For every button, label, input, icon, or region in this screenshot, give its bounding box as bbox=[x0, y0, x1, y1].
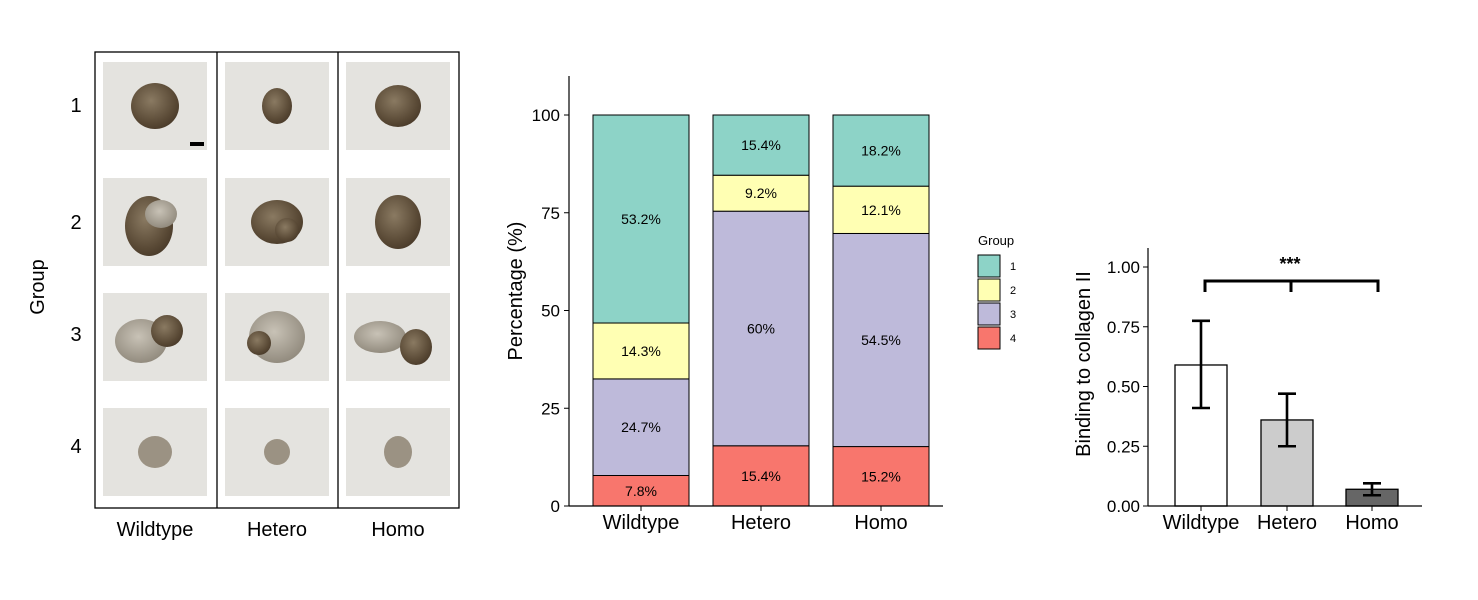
stacked-bar-segment bbox=[712, 445, 810, 507]
stacked-bar-segment bbox=[832, 185, 930, 234]
spheroid bbox=[375, 85, 421, 127]
spheroid bbox=[131, 83, 179, 129]
y-tick-label: 75 bbox=[541, 204, 560, 223]
spheroid bbox=[247, 331, 271, 355]
legend-title: Group bbox=[978, 233, 1014, 248]
panel-a-y-label: Group bbox=[27, 259, 49, 315]
y-tick-label: 1.00 bbox=[1107, 258, 1140, 277]
binding-chart-y-label: Binding to collagen II bbox=[1073, 271, 1095, 457]
spheroid bbox=[375, 195, 421, 249]
y-tick-label: 0 bbox=[551, 497, 560, 516]
spheroid-image-panel: Group 1 2 3 4 Wildtype Hetero Homo bbox=[27, 51, 460, 541]
stacked-bar-segment bbox=[832, 232, 930, 448]
segment-label: 24.7% bbox=[621, 419, 661, 435]
image-grid-frame bbox=[94, 51, 460, 509]
stacked-chart-y-label: Percentage (%) bbox=[505, 222, 527, 361]
stacked-bar-segment bbox=[832, 446, 930, 507]
segment-label: 12.1% bbox=[861, 202, 901, 218]
spheroid-photo-row1-hetero bbox=[225, 62, 329, 150]
segment-label: 15.4% bbox=[741, 137, 781, 153]
spheroid-photo-row3-hetero bbox=[225, 293, 329, 381]
spheroid-photo-row1-wildtype bbox=[103, 62, 207, 150]
row-label-2: 2 bbox=[70, 212, 81, 234]
y-tick-label: 0.75 bbox=[1107, 318, 1140, 337]
stacked-bar-segment bbox=[712, 114, 810, 176]
spheroid-photo-row2-hetero bbox=[225, 178, 329, 266]
spheroid bbox=[275, 218, 299, 242]
x-tick-label: Homo bbox=[1345, 512, 1398, 534]
stacked-bar-segment bbox=[832, 114, 930, 187]
spheroid-photo-row2-homo bbox=[346, 178, 450, 266]
legend-entry-label: 1 bbox=[1010, 261, 1016, 273]
spheroid bbox=[151, 315, 183, 347]
y-tick-label: 0.25 bbox=[1107, 437, 1140, 456]
row-label-3: 3 bbox=[70, 324, 81, 346]
segment-label: 15.4% bbox=[741, 468, 781, 484]
legend-swatch bbox=[977, 254, 1001, 278]
legend-swatch bbox=[977, 326, 1001, 350]
column-label-homo: Homo bbox=[371, 519, 424, 541]
error-bar-hetero bbox=[1278, 392, 1296, 448]
stacked-bar-segment bbox=[592, 114, 690, 324]
segment-label: 18.2% bbox=[861, 143, 901, 159]
spheroid-photo-row4-wildtype bbox=[103, 408, 207, 496]
stacked-bar-segment bbox=[592, 322, 690, 380]
legend-entry-label: 4 bbox=[1010, 333, 1016, 345]
spheroid-photo-row4-hetero bbox=[225, 408, 329, 496]
spheroid-photo-row3-homo bbox=[346, 293, 450, 381]
error-bar-homo bbox=[1363, 481, 1381, 497]
binding-bar-chart: Wildtype Hetero Homo 0.00 0.25 0.50 0.75 1.00 B… bbox=[1073, 248, 1422, 534]
stacked-bar-segment bbox=[712, 174, 810, 212]
spheroid bbox=[262, 88, 292, 124]
spheroid bbox=[138, 436, 172, 468]
y-tick-label: 0.00 bbox=[1107, 497, 1140, 516]
x-tick-label: Homo bbox=[854, 512, 907, 534]
spheroid bbox=[145, 200, 177, 228]
bracket-line bbox=[1203, 279, 1380, 292]
row-label-4: 4 bbox=[70, 436, 81, 458]
segment-label: 14.3% bbox=[621, 343, 661, 359]
segment-label: 54.5% bbox=[861, 332, 901, 348]
segment-label: 9.2% bbox=[745, 185, 777, 201]
stacked-bar-segment bbox=[592, 475, 690, 507]
error-bar-wildtype bbox=[1192, 319, 1210, 410]
spheroid bbox=[384, 436, 412, 468]
segment-label: 15.2% bbox=[861, 468, 901, 484]
x-tick-label: Hetero bbox=[1257, 512, 1317, 534]
row-label-1: 1 bbox=[70, 95, 81, 117]
y-tick-label: 50 bbox=[541, 302, 560, 321]
segment-label: 53.2% bbox=[621, 211, 661, 227]
stacked-bar-segment bbox=[712, 210, 810, 447]
stacked-chart-legend: Group 1 2 3 4 bbox=[977, 233, 1016, 350]
spheroid bbox=[354, 321, 406, 353]
legend-swatch bbox=[977, 278, 1001, 302]
stacked-bar-segment bbox=[592, 378, 690, 477]
segment-label: 60% bbox=[747, 320, 775, 336]
legend-entry-label: 3 bbox=[1010, 309, 1016, 321]
spheroid-photo-row2-wildtype bbox=[103, 178, 207, 266]
scale-bar bbox=[190, 142, 204, 146]
spheroid bbox=[264, 439, 290, 465]
y-tick-label: 0.50 bbox=[1107, 378, 1140, 397]
spheroid-photo-row3-wildtype bbox=[103, 293, 207, 381]
x-tick-label: Wildtype bbox=[1163, 512, 1240, 534]
x-tick-label: Wildtype bbox=[603, 512, 680, 534]
y-tick-label: 100 bbox=[532, 106, 560, 125]
segment-label: 7.8% bbox=[625, 483, 657, 499]
legend-swatch bbox=[977, 302, 1001, 326]
x-tick-label: Hetero bbox=[731, 512, 791, 534]
legend-entry-label: 2 bbox=[1010, 285, 1016, 297]
spheroid-photo-row1-homo bbox=[346, 62, 450, 150]
significance-bracket: *** bbox=[1203, 254, 1380, 292]
significance-label: *** bbox=[1279, 254, 1300, 274]
column-label-hetero: Hetero bbox=[247, 519, 307, 541]
spheroid bbox=[400, 329, 432, 365]
y-tick-label: 25 bbox=[541, 399, 560, 418]
column-label-wildtype: Wildtype bbox=[117, 519, 194, 541]
spheroid-photo-row4-homo bbox=[346, 408, 450, 496]
stacked-bar-chart: 7.8% 24.7% 14.3% 53.2% 15.4% 60% 9.2% 15.4% 15.2… bbox=[505, 76, 1016, 534]
